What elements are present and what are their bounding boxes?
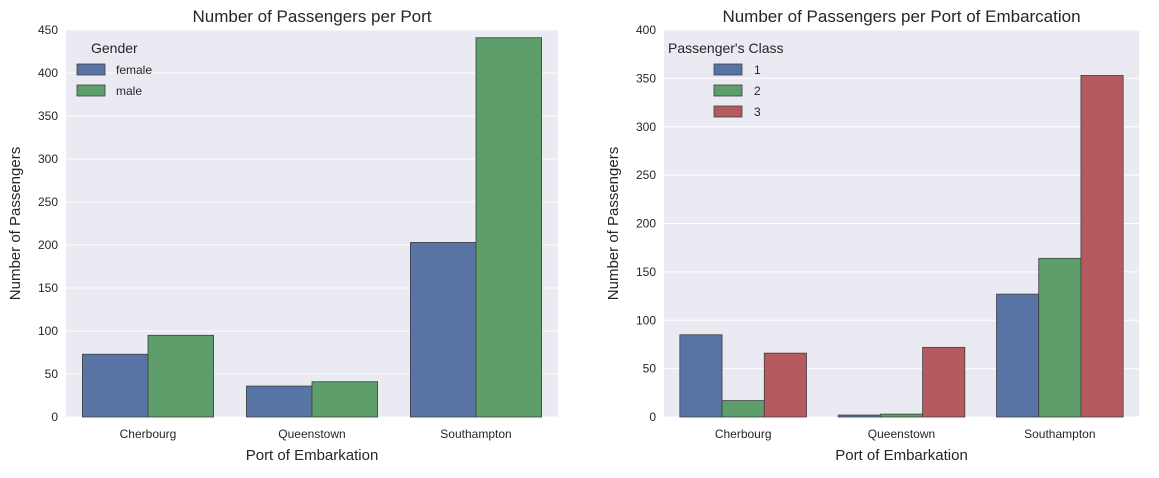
bar-cherbourg-2: [721, 400, 765, 418]
bar-queenstown-male: [311, 381, 378, 418]
y-tick-label: 150: [38, 281, 58, 295]
legend-label: 3: [754, 105, 761, 119]
x-tick-label: Queenstown: [278, 427, 345, 441]
legend-label: male: [116, 84, 142, 98]
x-tick-label: Cherbourg: [715, 427, 772, 441]
y-tick-label: 300: [38, 152, 58, 166]
legend-title: Gender: [91, 40, 138, 56]
legend-label: female: [116, 63, 152, 77]
y-tick-label: 400: [38, 66, 58, 80]
legend-label: 2: [754, 84, 761, 98]
bar-cherbourg-female: [82, 353, 149, 418]
y-tick-label: 250: [636, 168, 656, 182]
legend-swatch: [76, 63, 106, 76]
bar-cherbourg-3: [763, 352, 807, 418]
chart-1: 0 50 100 150 200 250 300 350 400 450 Cherbourg Quee…: [7, 7, 558, 464]
bar-southampton-male: [475, 37, 542, 418]
bar-queenstown-female: [245, 385, 313, 418]
y-tick-label: 200: [636, 217, 656, 231]
bar-cherbourg-male: [147, 334, 214, 418]
x-tick-label: Southampton: [1024, 427, 1095, 441]
y-tick-label: 100: [38, 324, 58, 338]
y-tick-label: 450: [38, 23, 58, 37]
bar-queenstown-1: [837, 414, 881, 418]
bar-cherbourg-1: [679, 334, 723, 418]
legend: Passenger's Class 1 2 3: [668, 40, 784, 119]
bar-southampton-2: [1038, 257, 1082, 418]
x-axis-label: Port of Embarkation: [835, 447, 968, 464]
y-tick-label: 0: [649, 410, 656, 424]
bar-southampton-1: [996, 293, 1040, 418]
bar-southampton-3: [1080, 75, 1124, 418]
bar-southampton-female: [409, 242, 477, 418]
x-axis-label: Port of Embarkation: [246, 447, 379, 464]
chart-title: Number of Passengers per Port of Embarca…: [722, 7, 1080, 26]
legend-swatch: [713, 105, 743, 118]
legend-label: 1: [754, 63, 761, 77]
legend: Gender female male: [76, 40, 152, 98]
y-tick-label: 200: [38, 238, 58, 252]
x-tick-label: Cherbourg: [120, 427, 177, 441]
y-tick-label: 350: [38, 109, 58, 123]
legend-swatch: [713, 63, 743, 76]
y-tick-label: 350: [636, 71, 656, 85]
bar-queenstown-3: [922, 346, 966, 418]
bar-queenstown-2: [879, 413, 924, 418]
y-tick-label: 50: [643, 362, 657, 376]
legend-swatch: [713, 84, 743, 97]
chart-title: Number of Passengers per Port: [192, 7, 431, 26]
y-tick-label: 0: [51, 410, 58, 424]
y-tick-label: 50: [45, 367, 59, 381]
y-tick-label: 250: [38, 195, 58, 209]
chart-2: 0 50 100 150 200 250 300 350 400 Cherbourg Queenst…: [605, 7, 1139, 464]
legend-title: Passenger's Class: [668, 40, 784, 56]
y-tick-label: 400: [636, 23, 656, 37]
y-axis-label: Number of Passengers: [7, 147, 24, 300]
x-tick-label: Southampton: [440, 427, 511, 441]
y-tick-label: 100: [636, 313, 656, 327]
legend-swatch: [76, 84, 106, 97]
y-tick-label: 150: [636, 265, 656, 279]
x-tick-label: Queenstown: [868, 427, 935, 441]
y-axis-label: Number of Passengers: [605, 147, 622, 300]
y-tick-label: 300: [636, 120, 656, 134]
